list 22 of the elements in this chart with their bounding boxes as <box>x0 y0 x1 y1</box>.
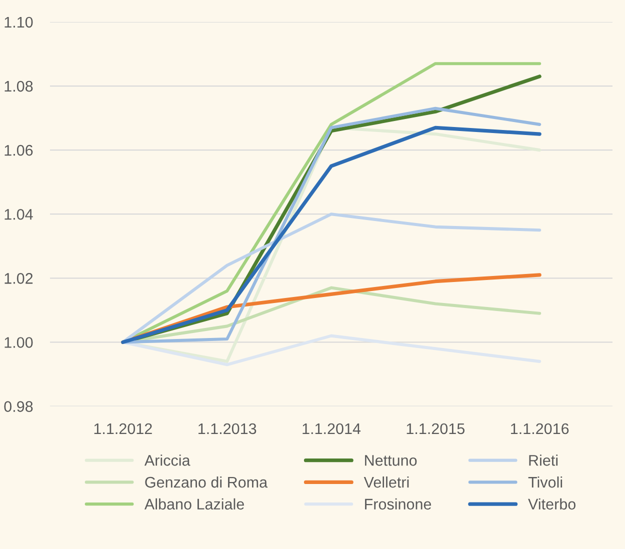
y-tick-label: 0.98 <box>4 401 33 412</box>
y-tick-label: 1.04 <box>4 208 33 220</box>
y-tick-label: 1.06 <box>4 144 33 156</box>
legend-label: Velletri <box>364 476 409 488</box>
x-tick-label: 1.1.2012 <box>94 423 152 434</box>
legend-label: Nettuno <box>365 455 417 466</box>
legend-label: Ariccia <box>144 454 190 466</box>
y-tick-label: 1.00 <box>4 337 33 348</box>
y-tick-label: 1.02 <box>4 273 33 284</box>
x-tick-label: 1.1.2016 <box>511 423 569 434</box>
legend-label: Albano Laziale <box>144 498 244 510</box>
legend-label: Frosinone <box>365 498 432 510</box>
x-tick-label: 1.1.2014 <box>302 423 361 434</box>
legend-label: Rieti <box>529 454 558 466</box>
y-tick-label: 1.10 <box>4 16 33 28</box>
line-series <box>121 334 542 366</box>
y-tick-label: 1.08 <box>4 80 33 92</box>
legend-label: Genzano di Roma <box>145 476 268 488</box>
legend-label: Viterbo <box>528 498 576 510</box>
x-tick-label: 1.1.2015 <box>406 423 465 434</box>
x-tick-label: 1.1.2013 <box>198 423 256 434</box>
legend-label: Tivoli <box>528 476 562 488</box>
